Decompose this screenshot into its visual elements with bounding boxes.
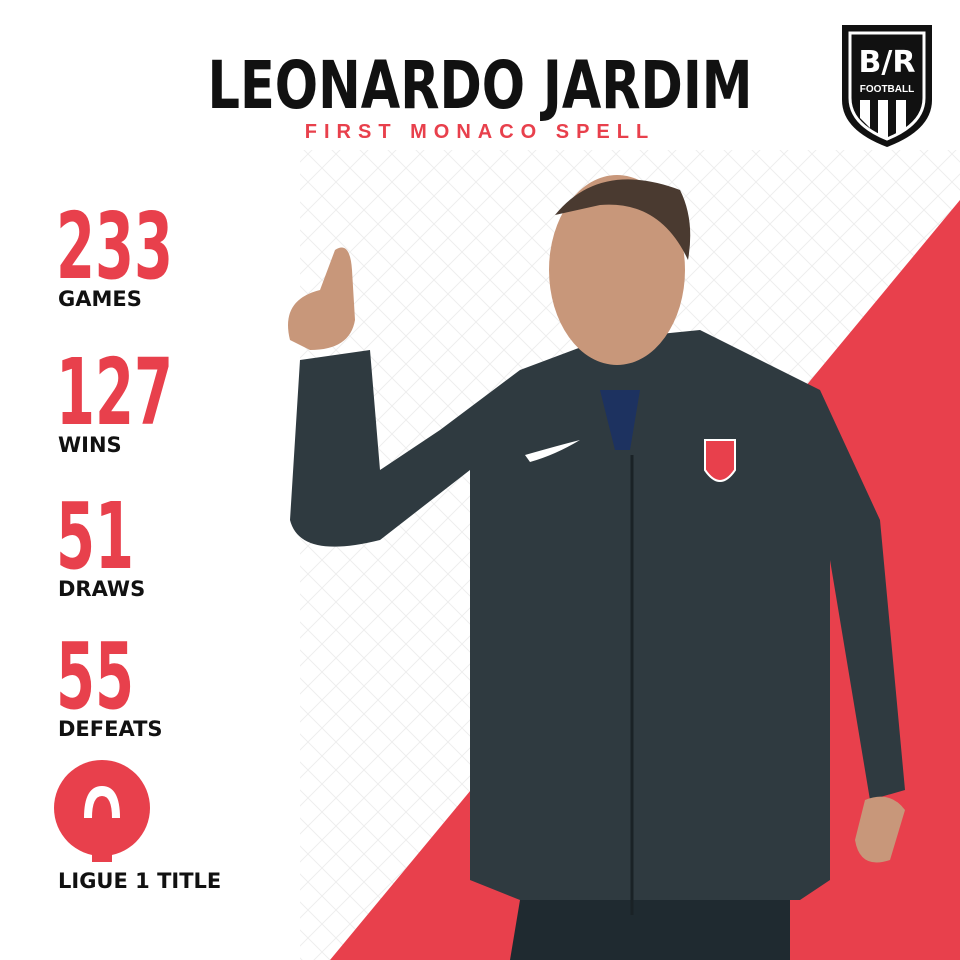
person — [288, 175, 905, 960]
stat-number: 127 — [56, 339, 173, 446]
trophy: LIGUE 1 TITLE — [54, 760, 221, 893]
title: LEONARDO JARDIM — [208, 47, 753, 124]
stat-label: DRAWS — [58, 577, 145, 601]
subtitle: FIRST MONACO SPELL — [305, 121, 655, 143]
stat-number: 55 — [56, 623, 134, 730]
trophy-label: LIGUE 1 TITLE — [58, 869, 221, 893]
stat-label: WINS — [58, 433, 122, 457]
logo: B/R FOOTBALL — [842, 25, 932, 147]
logo-sub: FOOTBALL — [860, 84, 914, 95]
stat-label: GAMES — [58, 287, 142, 311]
stat-label: DEFEATS — [58, 717, 163, 741]
logo-mark: B/R — [859, 45, 916, 80]
stat-number: 51 — [56, 483, 134, 590]
stat-number: 233 — [56, 193, 173, 300]
